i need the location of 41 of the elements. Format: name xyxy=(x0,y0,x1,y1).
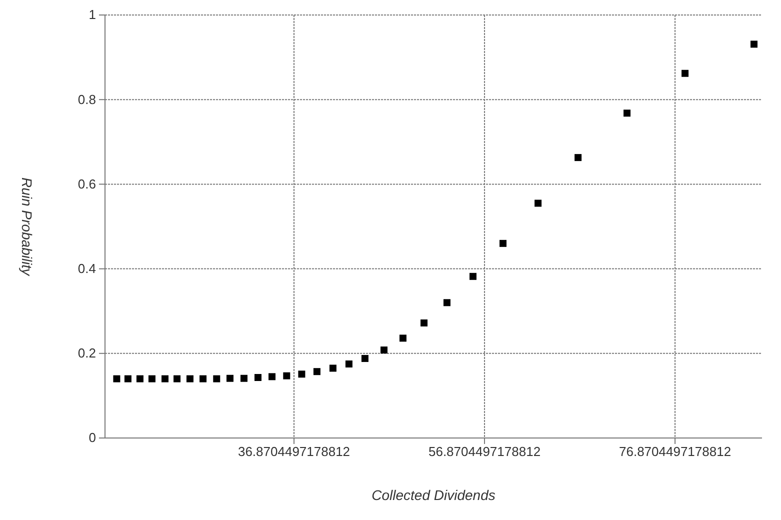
point xyxy=(200,375,207,382)
point xyxy=(420,319,428,326)
point xyxy=(624,110,631,117)
point xyxy=(283,372,290,380)
point xyxy=(682,70,689,77)
y-tick-label: 0 xyxy=(88,430,96,446)
y-tick-label: 1 xyxy=(88,7,96,22)
y-tick-label: 0.8 xyxy=(78,92,96,107)
y-axis-title: Ruin Probability xyxy=(19,177,35,277)
point xyxy=(186,375,194,382)
point xyxy=(226,374,234,382)
point xyxy=(313,368,320,376)
point xyxy=(499,240,506,247)
point xyxy=(399,334,406,342)
point xyxy=(469,272,476,280)
point xyxy=(298,370,306,378)
point xyxy=(534,200,542,207)
point xyxy=(329,364,336,372)
point xyxy=(750,40,758,48)
point xyxy=(162,375,169,382)
point xyxy=(124,375,132,382)
point xyxy=(213,375,220,382)
point xyxy=(254,374,262,382)
y-tick-label: 0.4 xyxy=(78,260,96,276)
point xyxy=(345,360,352,368)
point xyxy=(380,346,388,354)
point xyxy=(574,154,582,162)
point xyxy=(240,374,248,382)
point xyxy=(443,299,450,306)
y-tick-label: 0.2 xyxy=(78,346,96,361)
point xyxy=(136,375,144,382)
y-tick-label: 0.6 xyxy=(78,176,96,192)
point xyxy=(174,375,181,382)
point xyxy=(113,375,120,382)
x-axis-title: Collected Dividends xyxy=(372,487,496,503)
point xyxy=(148,375,156,382)
x-tick-label: 56.8704497178812 xyxy=(428,444,541,460)
x-tick-label: 76.8704497178812 xyxy=(619,444,732,460)
x-tick-label: 36.8704497178812 xyxy=(238,444,350,460)
point xyxy=(361,354,368,362)
point xyxy=(268,373,276,380)
